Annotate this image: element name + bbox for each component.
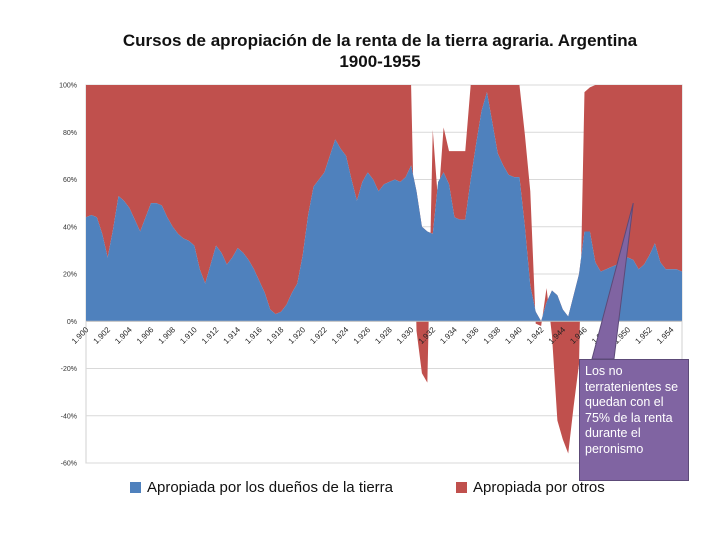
chart-title-line-1: Cursos de apropiación de la renta de la …	[122, 31, 638, 50]
x-tick-label: 1.914	[222, 325, 243, 346]
series-others-area	[86, 85, 682, 454]
callout-box: Los no terratenientes se quedan con el 7…	[579, 359, 689, 481]
x-tick-label: 1.942	[525, 325, 546, 346]
y-tick-label: 60%	[63, 177, 77, 184]
x-tick-label: 1.940	[503, 325, 524, 346]
x-tick-label: 1.952	[633, 325, 654, 346]
callout-text: Los no terratenientes se quedan con el 7…	[585, 364, 679, 456]
x-tick-label: 1.938	[482, 325, 503, 346]
y-tick-label: 0%	[67, 319, 77, 326]
x-tick-label: 1.912	[200, 325, 221, 346]
y-tick-label: 100%	[59, 83, 77, 90]
legend-item-owners: Apropiada por los dueños de la tierra	[130, 479, 393, 496]
y-tick-label: 40%	[63, 224, 77, 231]
y-tick-label: -40%	[61, 413, 77, 420]
y-tick-label: -20%	[61, 366, 77, 373]
y-tick-label: 80%	[63, 130, 77, 137]
x-tick-label: 1.924	[330, 325, 351, 346]
y-axis: 100% 80% 60% 40% 20% 0% -20% -40% -60%	[59, 83, 77, 468]
chart-title: Cursos de apropiación de la renta de la …	[0, 30, 720, 72]
series-areas	[86, 85, 682, 454]
x-tick-label: 1.920	[287, 325, 308, 346]
legend-label-others: Apropiada por otros	[473, 479, 605, 496]
x-tick-label: 1.908	[157, 325, 178, 346]
x-tick-label: 1.916	[243, 325, 264, 346]
x-tick-label: 1.954	[655, 325, 676, 346]
x-tick-label: 1.906	[135, 325, 156, 346]
x-tick-label: 1.928	[373, 325, 394, 346]
x-tick-label: 1.926	[352, 325, 373, 346]
legend-item-others: Apropiada por otros	[456, 479, 605, 496]
x-tick-label: 1.900	[70, 325, 91, 346]
x-tick-label: 1.930	[395, 325, 416, 346]
legend: Apropiada por los dueños de la tierra Ap…	[130, 479, 650, 501]
x-tick-label: 1.910	[178, 325, 199, 346]
legend-swatch-others	[456, 482, 467, 493]
x-axis: 1.900 1.902 1.904 1.906 1.908 1.910 1.912 1.914…	[70, 325, 676, 346]
legend-swatch-owners	[130, 482, 141, 493]
x-tick-label: 1.902	[92, 325, 113, 346]
x-tick-label: 1.918	[265, 325, 286, 346]
x-tick-label: 1.936	[460, 325, 481, 346]
x-tick-label: 1.922	[308, 325, 329, 346]
chart-title-line-2: 1900-1955	[339, 52, 421, 71]
y-tick-label: -60%	[61, 461, 77, 468]
x-tick-label: 1.934	[438, 325, 459, 346]
series-owners-area	[86, 92, 682, 322]
y-tick-label: 20%	[63, 272, 77, 279]
x-tick-label: 1.904	[113, 325, 134, 346]
legend-label-owners: Apropiada por los dueños de la tierra	[147, 479, 393, 496]
